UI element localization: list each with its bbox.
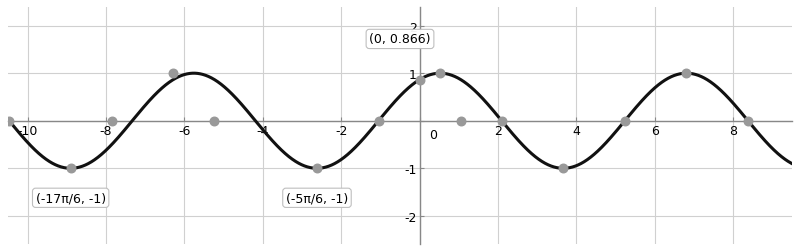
Point [434, 72, 446, 76]
Point [742, 119, 754, 123]
Text: (-17π/6, -1): (-17π/6, -1) [36, 192, 106, 204]
Point [64, 167, 77, 171]
Point [495, 119, 508, 123]
Text: (0, 0.866): (0, 0.866) [370, 33, 430, 46]
Text: 0: 0 [430, 128, 438, 141]
Text: (-5π/6, -1): (-5π/6, -1) [286, 192, 348, 204]
Point [2, 119, 15, 123]
Point [372, 119, 385, 123]
Point [414, 78, 426, 82]
Point [618, 119, 631, 123]
Point [557, 167, 570, 171]
Point [167, 72, 180, 76]
Point [106, 119, 118, 123]
Point [454, 119, 467, 123]
Point [208, 119, 221, 123]
Point [310, 167, 323, 171]
Point [680, 72, 693, 76]
